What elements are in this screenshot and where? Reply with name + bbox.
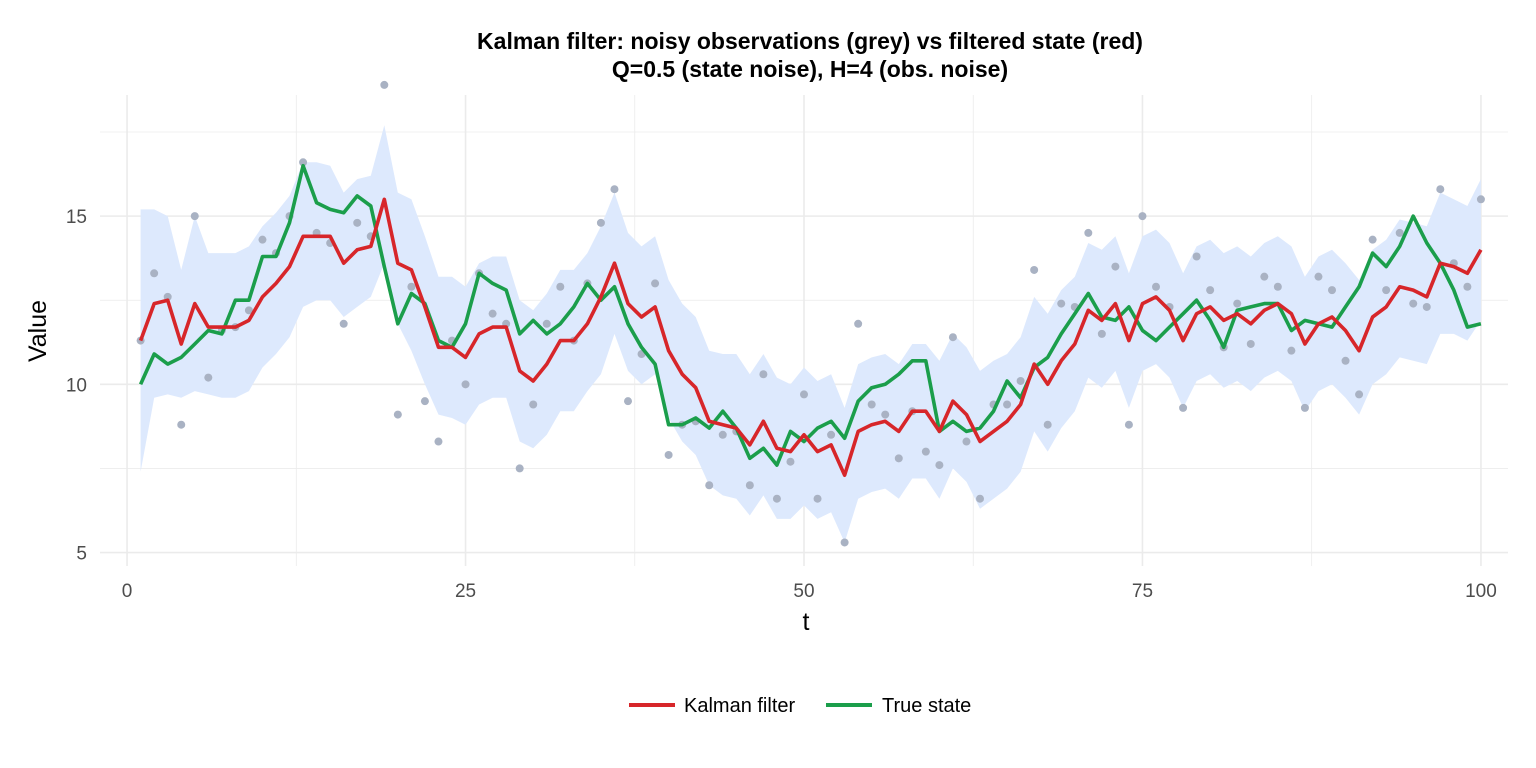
observation-point: [1260, 272, 1269, 281]
x-tick-label: 50: [793, 581, 814, 602]
observation-point: [420, 397, 429, 406]
legend-label: True state: [882, 695, 971, 717]
observation-point: [651, 279, 660, 288]
legend-label: Kalman filter: [684, 695, 795, 717]
observation-point: [854, 319, 863, 328]
observation-point: [1328, 286, 1336, 295]
observation-point: [353, 218, 362, 227]
observation-point: [867, 400, 876, 409]
observation-point: [1030, 265, 1039, 274]
observation-point: [935, 461, 944, 470]
observation-point: [380, 80, 389, 89]
observation-point: [1395, 228, 1404, 237]
observation-point: [1043, 420, 1052, 429]
observation-point: [529, 400, 538, 409]
x-tick-label: 100: [1465, 581, 1497, 602]
observation-point: [299, 158, 308, 167]
true-state-line: [138, 163, 1482, 467]
observation-point: [894, 454, 903, 463]
x-tick-label: 75: [1132, 581, 1153, 602]
y-tick-label: 5: [76, 544, 87, 565]
observation-point: [1287, 346, 1296, 355]
observation-point: [488, 309, 497, 318]
observation-point: [1152, 282, 1160, 291]
observation-point: [1003, 400, 1012, 409]
observation-point: [759, 370, 768, 379]
chart-title: Kalman filter: noisy observations (grey)…: [477, 28, 1143, 54]
tick-labels: 0 25 50 75 100 5 10 15: [66, 207, 1497, 602]
observation-point: [1084, 228, 1093, 237]
observation-point: [339, 319, 348, 328]
observation-point: [1179, 403, 1188, 412]
observation-point: [393, 410, 402, 419]
observation-point: [786, 457, 795, 466]
observation-point: [190, 212, 199, 221]
observation-point: [827, 430, 836, 439]
observation-point: [1436, 185, 1445, 194]
observation-point: [1097, 329, 1106, 338]
y-axis-title: Value: [24, 300, 52, 362]
observation-point: [150, 269, 159, 278]
observation-point: [434, 437, 443, 446]
observation-point: [1111, 262, 1120, 271]
observation-point: [800, 390, 808, 399]
observation-point: [407, 282, 416, 291]
observation-point: [596, 218, 605, 227]
observation-point: [1368, 235, 1377, 244]
observation-point: [1463, 282, 1472, 291]
observation-point: [1124, 420, 1133, 429]
observation-point: [610, 185, 619, 194]
series-lines: [138, 163, 1483, 478]
observation-point: [664, 450, 673, 459]
observation-point: [962, 437, 971, 446]
observation-point: [515, 464, 524, 473]
observation-point: [244, 306, 253, 315]
kalman-filter-line: [138, 197, 1483, 478]
observation-point: [204, 373, 213, 382]
legend: Kalman filter True state: [629, 695, 971, 717]
y-tick-label: 15: [66, 207, 87, 228]
observation-point: [1206, 286, 1215, 295]
observation-point: [745, 481, 754, 490]
observation-point: [881, 410, 890, 419]
observation-point: [1341, 356, 1350, 365]
observation-point: [1476, 195, 1485, 204]
observation-point: [813, 494, 822, 503]
observation-point: [1246, 339, 1255, 348]
observation-point: [1355, 390, 1364, 399]
x-tick-label: 0: [122, 581, 133, 602]
observation-point: [258, 235, 267, 244]
observation-points: [136, 80, 1485, 547]
y-tick-label: 10: [66, 375, 87, 396]
observation-point: [976, 494, 984, 503]
observation-point: [624, 397, 632, 406]
observation-point: [461, 380, 470, 389]
observation-point: [840, 538, 849, 547]
confidence-band: [140, 125, 1481, 543]
observation-point: [1314, 272, 1323, 281]
x-tick-label: 25: [455, 581, 476, 602]
observation-point: [772, 494, 781, 503]
observation-point: [542, 319, 551, 328]
observation-point: [556, 282, 565, 291]
observation-point: [1138, 212, 1147, 221]
observation-point: [1382, 286, 1391, 295]
observation-point: [718, 430, 727, 439]
x-axis-title: t: [803, 608, 810, 636]
observation-point: [1016, 376, 1025, 385]
observation-point: [1192, 252, 1201, 261]
observation-point: [948, 333, 957, 342]
observation-point: [1409, 299, 1418, 308]
observation-point: [1273, 282, 1282, 291]
observation-point: [921, 447, 930, 456]
observation-point: [1300, 403, 1309, 412]
observation-point: [705, 481, 714, 490]
observation-point: [1057, 299, 1066, 308]
observation-point: [177, 420, 186, 429]
observation-point: [1233, 299, 1242, 308]
confidence-band-area: [140, 125, 1481, 543]
observation-point: [1422, 302, 1431, 311]
chart-subtitle: Q=0.5 (state noise), H=4 (obs. noise): [612, 56, 1008, 82]
